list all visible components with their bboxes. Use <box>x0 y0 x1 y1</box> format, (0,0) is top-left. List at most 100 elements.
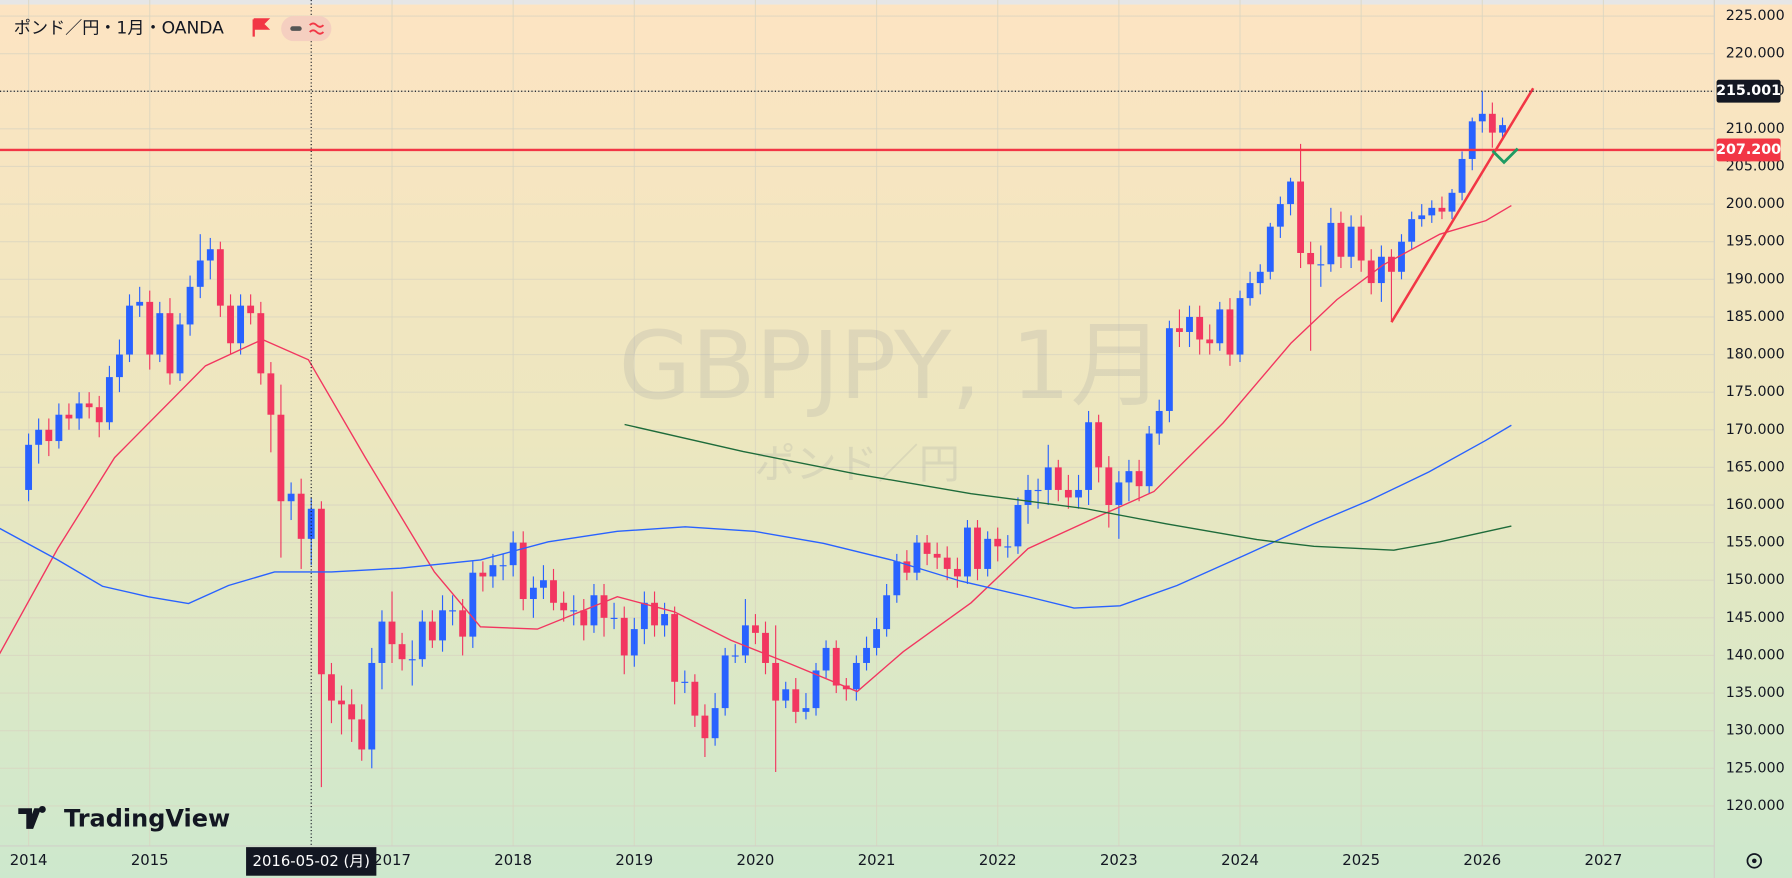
candle-body <box>1034 489 1042 492</box>
candle-body <box>1044 467 1052 490</box>
candle-body <box>479 572 487 577</box>
x-tick-label: 2018 <box>494 851 532 869</box>
candle-body <box>85 403 93 408</box>
y-tick-label: 225.000 <box>1726 8 1785 24</box>
candle-body <box>913 542 921 573</box>
candle-body <box>428 621 436 641</box>
y-tick-label: 180.000 <box>1726 347 1785 363</box>
candle-body <box>1367 260 1375 284</box>
candle-body <box>570 610 578 612</box>
candle-body <box>883 595 891 630</box>
candle-body <box>1024 489 1032 505</box>
candle-body <box>196 260 204 287</box>
price-label: 207.200 <box>1716 142 1781 158</box>
candle-body <box>65 414 73 419</box>
candle-body <box>1458 158 1466 193</box>
candle-body <box>328 674 335 701</box>
y-tick-label: 220.000 <box>1726 46 1785 62</box>
candle-body <box>126 305 133 355</box>
moving-average <box>0 205 1512 693</box>
candle-body <box>721 655 729 709</box>
candle-body <box>408 659 416 661</box>
candle-body <box>762 632 769 663</box>
candle-body <box>1398 241 1405 272</box>
candle-body <box>953 568 961 577</box>
candle-body <box>338 700 345 705</box>
candle-body <box>1388 256 1395 272</box>
y-tick-label: 135.000 <box>1726 685 1785 701</box>
candle-body <box>923 542 931 554</box>
candle-body <box>681 681 689 683</box>
settings-icon[interactable] <box>1746 853 1762 869</box>
candle-body <box>1165 328 1173 411</box>
candle-body <box>1004 546 1012 548</box>
candle-body <box>540 580 547 588</box>
grid <box>0 0 1715 846</box>
candle-body <box>186 286 194 325</box>
candle-body <box>943 557 951 569</box>
axes: 120.000 125.000 130.000 135.000 140.000 145.0… <box>10 8 1785 876</box>
candle-body <box>95 407 103 423</box>
candle-body <box>610 617 618 619</box>
candle-body <box>1135 471 1143 487</box>
candle-body <box>630 629 638 656</box>
candle-body <box>600 595 608 618</box>
x-tick-label: 2027 <box>1585 851 1623 869</box>
candle-body <box>1216 309 1224 344</box>
indicator-pill[interactable] <box>281 16 332 42</box>
top-border <box>0 0 1792 5</box>
x-tick-label: 2025 <box>1342 851 1380 869</box>
x-tick-label: 2017 <box>373 851 411 869</box>
x-tick-label: 2022 <box>979 851 1017 869</box>
x-tick-label: 2024 <box>1221 851 1259 869</box>
candle-body <box>156 313 164 355</box>
watermark-subtitle: ポンド／円 <box>754 440 960 488</box>
candle-body <box>1246 283 1254 299</box>
y-tick-label: 165.000 <box>1726 459 1785 475</box>
pill-icon-minus <box>290 26 302 31</box>
candle-body <box>661 614 669 626</box>
candle-body <box>176 324 184 374</box>
candle-body <box>519 542 527 600</box>
candle-body <box>1125 471 1133 483</box>
candle-body <box>1145 433 1153 487</box>
candle-body <box>35 429 43 445</box>
candle-body <box>752 625 759 633</box>
flag-icon[interactable] <box>252 18 271 37</box>
candle-body <box>388 621 396 645</box>
candle-body <box>55 414 63 442</box>
candle-body <box>620 617 628 656</box>
candle-body <box>136 301 144 306</box>
candle-body <box>1347 226 1355 257</box>
candle-body <box>1428 207 1436 216</box>
candle-body <box>348 704 356 720</box>
candle-body <box>691 681 699 716</box>
candle-body <box>489 565 497 577</box>
candle-body <box>580 610 588 626</box>
candle-body <box>1408 219 1416 242</box>
plot-area <box>0 0 1715 846</box>
candle-body <box>640 602 648 630</box>
y-tick-label: 185.000 <box>1726 309 1785 325</box>
candle-body <box>1054 467 1062 490</box>
candle-body <box>398 644 406 660</box>
candle-body <box>1105 467 1113 505</box>
brand-logo <box>18 805 46 829</box>
candle-body <box>782 689 790 701</box>
crosshair-label: 2016-05-02 (月) <box>253 852 370 870</box>
candle-body <box>1499 125 1506 133</box>
candle-body <box>1186 316 1193 332</box>
candle-body <box>792 689 800 712</box>
candle-body <box>964 527 971 577</box>
candle-body <box>1155 410 1163 434</box>
candle-body <box>146 301 154 355</box>
candle-body <box>671 614 679 682</box>
candle-body <box>651 602 658 626</box>
candle-body <box>903 561 911 573</box>
y-tick-label: 150.000 <box>1726 572 1785 588</box>
x-tick-label: 2015 <box>131 851 169 869</box>
candle-body <box>933 553 941 558</box>
candle-body <box>247 305 255 314</box>
x-tick-label: 2020 <box>737 851 775 869</box>
